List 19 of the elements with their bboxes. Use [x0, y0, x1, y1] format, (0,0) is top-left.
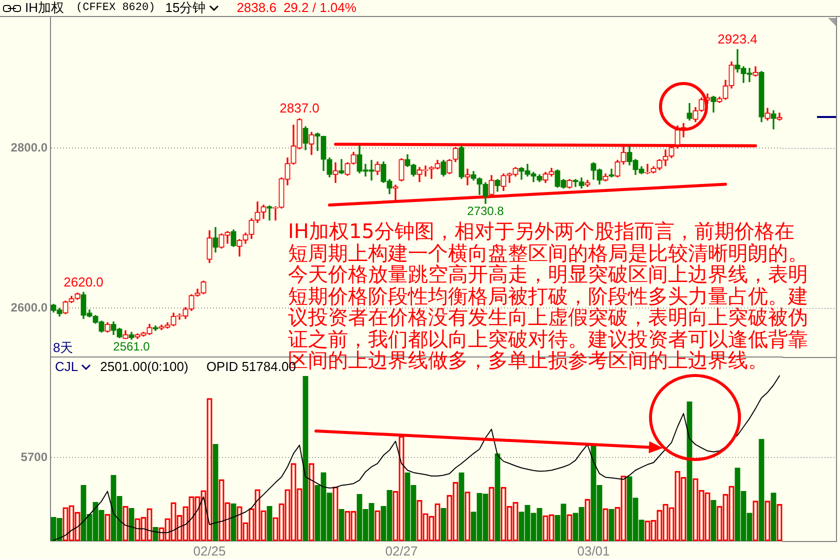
annotation: CJL: [55, 359, 78, 374]
chart-subtitle: (CFFEX 8620): [76, 1, 156, 16]
chart-title: IH加权: [25, 0, 64, 16]
y-tick-label: 5700: [20, 450, 48, 464]
x-tick-label: 03/01: [577, 543, 610, 558]
text: 15分钟: [165, 0, 206, 16]
annotation: 2923.4: [718, 32, 758, 47]
annotation: 2837.0: [280, 100, 320, 116]
x-tick-label: 02/25: [193, 543, 226, 558]
annotation: 8天: [53, 340, 74, 355]
x-tick-label: 02/27: [385, 543, 418, 558]
annotation: 2620.0: [64, 274, 104, 290]
annotation: 2730.8: [467, 204, 504, 218]
text: 29.2 / 1.04%: [283, 0, 356, 16]
text: 2838.6: [236, 0, 276, 16]
annotation: 2501.00(0:100): [100, 359, 188, 374]
annotation: 2561.0: [113, 340, 150, 354]
y-tick-label: 2600.0: [10, 300, 48, 315]
y-tick-label: 2800.0: [10, 140, 48, 155]
